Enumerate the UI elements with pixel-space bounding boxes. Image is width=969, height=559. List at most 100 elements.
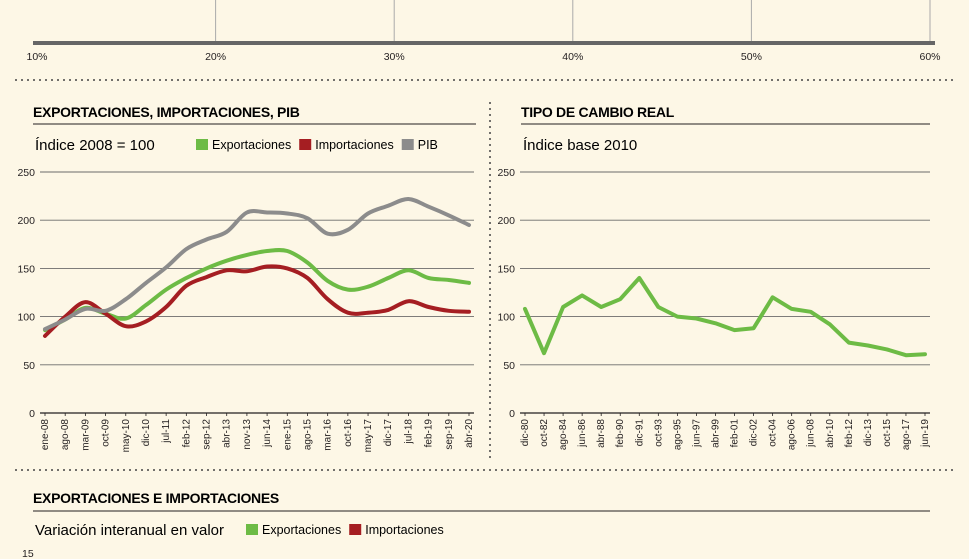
x-tick-label: ene-08 — [40, 419, 51, 451]
chart2-gridlines — [520, 171, 930, 414]
chart2-subtitle: Índice base 2010 — [523, 137, 637, 154]
x-tick-label: dic-10 — [141, 419, 152, 447]
top-tick-label: 10% — [26, 51, 47, 63]
x-tick-label: dic-02 — [749, 419, 760, 447]
chart2-x-tick-labels: dic-80 oct-82 ago-84 jun-86 abr-88 feb-90 dic-… — [520, 413, 931, 450]
x-tick-label: ago-08 — [60, 419, 71, 451]
legend-label: Exportaciones — [262, 523, 341, 537]
top-tick-label: 20% — [205, 51, 226, 63]
legend-swatch — [401, 139, 414, 150]
x-tick-label: oct-09 — [101, 419, 112, 447]
x-tick-label: ago-15 — [302, 419, 313, 451]
x-tick-label: abr-10 — [825, 419, 836, 448]
legend-swatch — [299, 139, 312, 150]
legend-label: PIB — [418, 138, 438, 152]
chart2-title: TIPO DE CAMBIO REAL — [521, 104, 675, 120]
x-tick-label: dic-13 — [863, 419, 874, 447]
x-tick-label: jun-97 — [691, 419, 702, 448]
top-chart-tick-labels: 10% 20% 30% 40% 50% 60% — [26, 51, 940, 63]
x-tick-label: sep-19 — [444, 419, 455, 450]
y-tick-label: 100 — [497, 312, 515, 324]
x-tick-label: jul-11 — [161, 419, 172, 444]
x-tick-label: jun-14 — [262, 419, 273, 448]
chart3-legend: Exportaciones Importaciones — [246, 523, 444, 537]
chart1-legend: Exportaciones Importaciones PIB — [196, 138, 438, 152]
x-tick-label: jul-18 — [403, 419, 414, 445]
y-tick-label: 50 — [23, 360, 35, 372]
x-tick-label: oct-82 — [539, 419, 550, 447]
x-tick-label: feb-19 — [424, 419, 435, 448]
y-tick-label: 200 — [497, 215, 515, 227]
y-tick-label: 250 — [17, 167, 35, 179]
y-tick-label: 0 — [29, 408, 35, 420]
chart3-first-y-tick: 15 — [22, 548, 34, 559]
x-tick-label: feb-12 — [844, 419, 855, 448]
x-tick-label: feb-12 — [181, 419, 192, 448]
x-tick-label: mar-09 — [80, 419, 91, 451]
top-tick-label: 60% — [919, 51, 940, 63]
chart1-subtitle: Índice 2008 = 100 — [35, 137, 155, 154]
legend-label: Importaciones — [315, 138, 394, 152]
x-tick-label: ago-17 — [901, 419, 912, 451]
legend-swatch — [246, 524, 258, 535]
chart1-gridlines — [40, 171, 474, 414]
legend-swatch — [349, 524, 362, 535]
x-tick-label: oct-16 — [343, 419, 354, 447]
chart3-title: EXPORTACIONES E IMPORTACIONES — [33, 490, 279, 506]
x-tick-label: abr-99 — [710, 419, 721, 448]
x-tick-label: jun-86 — [577, 419, 588, 448]
chart1-series — [43, 197, 471, 338]
x-tick-label: jun-08 — [806, 419, 817, 448]
series-line-exportaciones — [43, 248, 471, 333]
y-tick-label: 100 — [17, 312, 35, 324]
chart-exports-imports-variation: EXPORTACIONES E IMPORTACIONES Variación … — [22, 490, 930, 559]
y-tick-label: 0 — [509, 408, 515, 420]
x-tick-label: abr-20 — [464, 419, 475, 448]
x-tick-label: sep-12 — [202, 419, 213, 450]
x-tick-label: abr-88 — [596, 419, 607, 448]
x-tick-label: ago-06 — [787, 419, 798, 451]
x-tick-label: feb-90 — [615, 419, 626, 448]
x-tick-label: nov-13 — [242, 419, 253, 450]
x-tick-label: abr-13 — [222, 419, 233, 448]
y-tick-label: 150 — [17, 263, 35, 275]
x-tick-label: dic-80 — [520, 419, 531, 447]
top-chart: 10% 20% 30% 40% 50% 60% — [26, 0, 941, 63]
legend-swatch — [196, 139, 208, 150]
legend-label: Exportaciones — [212, 138, 291, 152]
chart-real-exchange-rate: TIPO DE CAMBIO REAL Índice base 2010 0 50… — [497, 104, 931, 450]
x-tick-label: ago-84 — [558, 419, 569, 451]
chart3-subtitle: Variación interanual en valor — [35, 522, 224, 539]
chart2-y-tick-labels: 0 50 100 150 200 250 — [497, 167, 515, 420]
x-tick-label: feb-01 — [730, 419, 741, 448]
x-tick-label: may-10 — [121, 419, 132, 453]
legend-label: Importaciones — [365, 523, 444, 537]
x-tick-label: oct-04 — [768, 419, 779, 447]
y-tick-label: 200 — [17, 215, 35, 227]
top-tick-label: 40% — [562, 51, 583, 63]
chart1-y-tick-labels: 0 50 100 150 200 250 — [17, 167, 35, 420]
top-tick-label: 30% — [384, 51, 405, 63]
x-tick-label: oct-93 — [653, 419, 664, 447]
x-tick-label: may-17 — [363, 419, 374, 453]
y-tick-label: 50 — [503, 360, 515, 372]
chart1-title: EXPORTACIONES, IMPORTACIONES, PIB — [33, 104, 300, 120]
chart1-x-tick-labels: ene-08 ago-08 mar-09 oct-09 may-10 dic-10 jul-… — [40, 413, 475, 452]
x-tick-label: dic-17 — [383, 419, 394, 447]
x-tick-label: ene-15 — [282, 419, 293, 451]
series-line-main — [523, 276, 927, 358]
y-tick-label: 150 — [497, 263, 515, 275]
x-tick-label: ago-95 — [672, 419, 683, 451]
chart-exports-imports-gdp: EXPORTACIONES, IMPORTACIONES, PIB Índice… — [17, 104, 476, 452]
x-tick-label: jun-19 — [920, 419, 931, 448]
series-line-importaciones — [43, 264, 471, 338]
series-line-pib — [43, 197, 471, 332]
y-tick-label: 250 — [497, 167, 515, 179]
x-tick-label: oct-15 — [882, 419, 893, 447]
chart2-series — [523, 276, 927, 358]
top-chart-gridlines — [215, 0, 931, 42]
top-tick-label: 50% — [741, 51, 762, 63]
x-tick-label: dic-91 — [634, 419, 645, 447]
x-tick-label: mar-16 — [323, 419, 334, 451]
